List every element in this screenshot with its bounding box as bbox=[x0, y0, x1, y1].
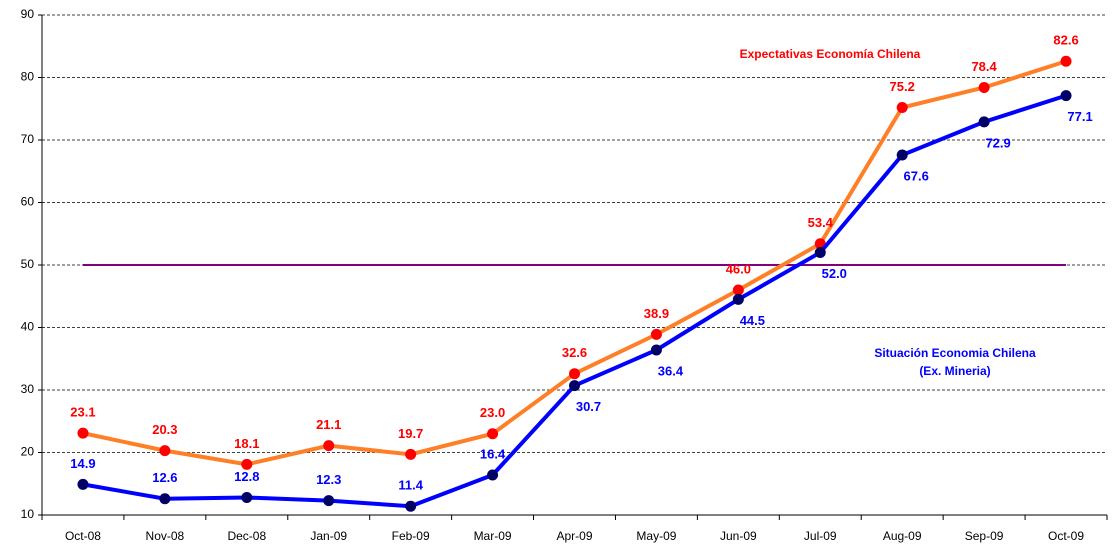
point bbox=[159, 493, 171, 505]
point bbox=[405, 448, 417, 460]
y-tick-label: 20 bbox=[21, 445, 35, 459]
point bbox=[1060, 90, 1072, 102]
data-label: 67.6 bbox=[904, 168, 929, 183]
point bbox=[978, 116, 990, 128]
data-label: 12.3 bbox=[316, 472, 341, 487]
y-tick-label: 50 bbox=[21, 257, 35, 271]
x-tick-label: Apr-09 bbox=[556, 529, 592, 543]
point bbox=[323, 495, 335, 507]
series-line bbox=[82, 93, 1067, 509]
point bbox=[77, 478, 89, 490]
data-label: 23.1 bbox=[70, 405, 95, 420]
x-tick-label: Mar-09 bbox=[474, 529, 512, 543]
point bbox=[569, 380, 580, 392]
data-label: 16.4 bbox=[480, 446, 506, 461]
x-tick-label: Sep-09 bbox=[965, 529, 1004, 543]
point bbox=[77, 427, 89, 439]
data-label: 36.4 bbox=[658, 363, 684, 378]
data-label: 78.4 bbox=[971, 59, 997, 74]
data-label: 21.1 bbox=[316, 417, 341, 432]
data-label: 52.0 bbox=[822, 266, 847, 281]
data-label: 32.6 bbox=[562, 345, 587, 360]
point bbox=[241, 458, 253, 470]
point bbox=[487, 469, 499, 481]
x-tick-label: Nov-08 bbox=[146, 529, 185, 543]
x-tick-label: Oct-08 bbox=[65, 529, 101, 543]
x-tick-label: Feb-09 bbox=[392, 529, 430, 543]
data-label: 12.8 bbox=[234, 469, 259, 484]
data-label: 11.4 bbox=[398, 478, 423, 493]
point bbox=[1060, 55, 1072, 67]
x-tick-label: Jul-09 bbox=[804, 529, 837, 543]
point bbox=[814, 247, 826, 258]
annotation: (Ex. Mineria) bbox=[919, 364, 990, 378]
data-label: 72.9 bbox=[985, 135, 1010, 150]
point bbox=[650, 344, 662, 356]
data-label: 44.5 bbox=[740, 313, 765, 328]
point bbox=[896, 149, 908, 161]
data-label: 19.7 bbox=[398, 426, 423, 441]
data-label: 12.6 bbox=[152, 470, 177, 485]
x-tick-label: Jun-09 bbox=[720, 529, 757, 543]
y-tick-label: 70 bbox=[21, 132, 35, 146]
x-tick-label: May-09 bbox=[636, 529, 676, 543]
point bbox=[487, 428, 499, 440]
y-tick-label: 80 bbox=[21, 70, 35, 84]
data-label: 23.0 bbox=[480, 405, 505, 420]
data-label: 38.9 bbox=[644, 306, 669, 321]
point bbox=[159, 445, 171, 457]
point bbox=[241, 492, 253, 503]
x-tick-label: Aug-09 bbox=[883, 529, 922, 543]
data-label: 77.1 bbox=[1067, 109, 1092, 124]
point bbox=[896, 102, 908, 113]
data-label: 53.4 bbox=[808, 215, 834, 230]
y-tick-label: 30 bbox=[21, 382, 35, 396]
x-tick-label: Jan-09 bbox=[310, 529, 347, 543]
data-label: 18.1 bbox=[234, 436, 259, 451]
point bbox=[978, 82, 990, 93]
point bbox=[650, 328, 662, 340]
y-tick-label: 90 bbox=[21, 7, 35, 21]
data-label: 82.6 bbox=[1053, 33, 1078, 48]
point bbox=[405, 500, 417, 512]
data-label: 14.9 bbox=[70, 456, 95, 471]
series-line bbox=[82, 59, 1067, 467]
point bbox=[569, 368, 580, 380]
data-label: 46.0 bbox=[726, 261, 751, 276]
annotation: Situación Economia Chilena bbox=[874, 346, 1036, 360]
point bbox=[732, 284, 744, 296]
y-tick-label: 10 bbox=[21, 507, 35, 521]
annotation: Expectativas Economía Chilena bbox=[740, 47, 921, 61]
point bbox=[732, 293, 744, 305]
x-tick-label: Dec-08 bbox=[227, 529, 266, 543]
point bbox=[323, 440, 335, 452]
data-label: 75.2 bbox=[890, 79, 915, 94]
y-tick-label: 40 bbox=[21, 320, 35, 334]
x-tick-label: Oct-09 bbox=[1048, 529, 1084, 543]
data-label: 20.3 bbox=[152, 422, 177, 437]
y-tick-label: 60 bbox=[21, 195, 35, 209]
data-label: 30.7 bbox=[576, 399, 601, 414]
